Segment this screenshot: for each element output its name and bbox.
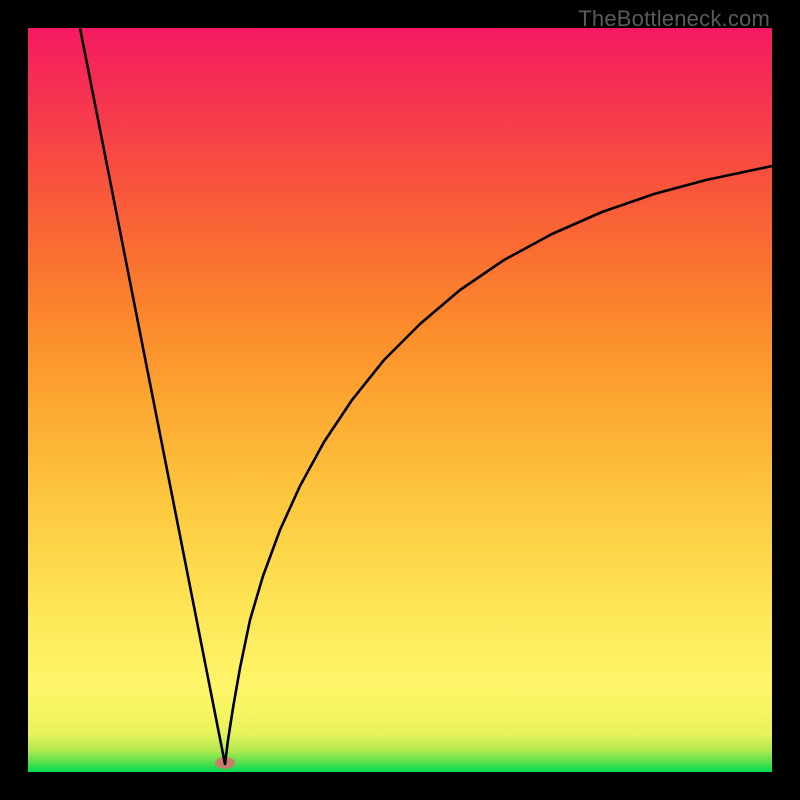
watermark-text: TheBottleneck.com [578, 6, 770, 32]
gradient-background [28, 28, 772, 772]
plot-area [28, 28, 772, 772]
chart-svg [28, 28, 772, 772]
